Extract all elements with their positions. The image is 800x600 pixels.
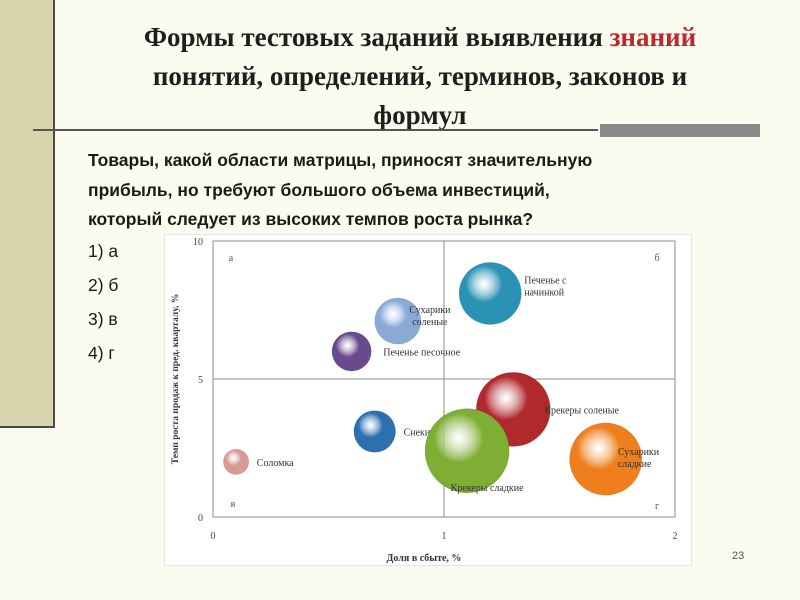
x-axis-title: Доля в сбыте, % (387, 553, 462, 564)
title-line-1-text: Формы тестовых заданий выявления (143, 22, 610, 52)
answer-option-d[interactable]: 4) г (88, 343, 115, 363)
bubble-0 (458, 261, 522, 326)
bubble-label-1: Сухарики соленые (409, 305, 451, 328)
answer-option-b[interactable]: 2) б (88, 275, 119, 295)
title-divider-bar (600, 124, 760, 137)
bubble-label-7: Сухарики сладкие (618, 447, 660, 470)
question-line-3: который следует из высоких темпов роста … (88, 209, 534, 229)
bubble-label-line: Печенье с (524, 275, 567, 286)
bubble-label-line: сладкие (618, 459, 652, 470)
quadrant-label-g: г (655, 501, 659, 512)
bubble-label-0: Печенье с начинкой (524, 275, 567, 298)
title-line-1: Формы тестовых заданий выявления знаний (80, 18, 760, 57)
quadrant-label-a: а (229, 253, 234, 264)
answer-option-a[interactable]: 1) а (88, 241, 119, 261)
title-divider-line (33, 129, 598, 131)
title-line-2: понятий, определений, терминов, законов … (152, 61, 688, 91)
bubble-chart: 0 1 2 0 5 10 Доля в сбыте, % Темп роста продаж … (171, 237, 678, 564)
bubble-label-4: Снеки (404, 427, 431, 438)
bubble-label-line: Сухарики (409, 305, 451, 316)
answer-list: 1) а 2) б 3) в 4) г (88, 237, 118, 373)
y-tick-label: 0 (198, 513, 203, 524)
bubble-label-5: Соломка (257, 458, 294, 469)
bubble-label-line: соленые (412, 317, 448, 328)
bubble-1 (374, 297, 422, 345)
bubble-chart-panel: 0 1 2 0 5 10 Доля в сбыте, % Темп роста продаж … (165, 235, 691, 565)
bubble-6 (424, 408, 510, 494)
y-tick-label: 10 (193, 237, 203, 248)
sidebar-decoration (0, 0, 55, 428)
bubble-label-line: Сухарики (618, 447, 660, 458)
bubble-label-3: Крекеры соленые (544, 405, 619, 416)
bubble-4 (353, 410, 397, 453)
x-tick-label: 2 (673, 531, 678, 542)
quadrant-label-v: в (231, 499, 236, 510)
y-tick-label: 5 (198, 375, 203, 386)
question-line-2: прибыль, но требуют большого объема инве… (88, 179, 550, 200)
page-number: 23 (732, 550, 745, 562)
x-tick-label: 0 (211, 531, 216, 542)
bubble-5 (222, 448, 250, 476)
title-highlight-word: знаний (609, 22, 697, 52)
bubble-label-line: начинкой (524, 287, 564, 298)
bubble-label-2: Печенье песочное (383, 347, 460, 358)
bubble-2 (331, 331, 372, 372)
slide-title: Формы тестовых заданий выявления знаний … (80, 18, 760, 135)
question-line-1: Товары, какой области матрицы, приносят … (88, 150, 593, 170)
x-tick-label: 1 (442, 531, 447, 542)
bubble-label-6: Крекеры сладкие (451, 483, 525, 494)
bubble-7 (569, 422, 643, 496)
quadrant-label-b: б (654, 253, 659, 264)
question-text: Товары, какой области матрицы, приносят … (88, 146, 748, 235)
y-axis-title: Темп роста продаж к пред. кварталу, % (171, 294, 181, 464)
title-line-3: формул (373, 100, 467, 130)
answer-option-c[interactable]: 3) в (88, 309, 118, 329)
